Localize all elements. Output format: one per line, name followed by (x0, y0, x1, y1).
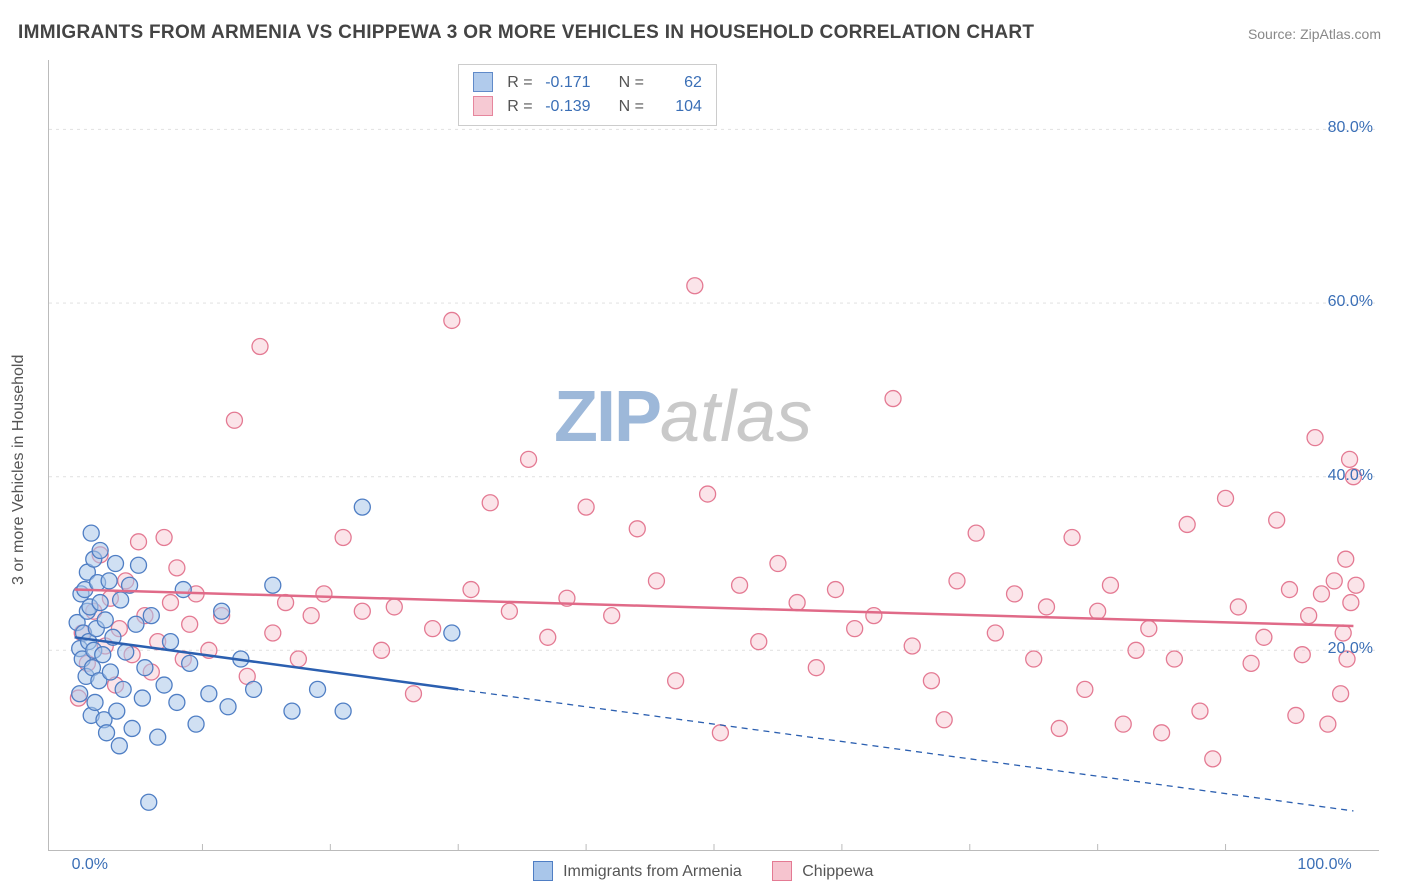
stats-row-chippewa: R =-0.139N =104 (473, 95, 702, 119)
y-tick-label: 60.0% (1318, 293, 1373, 311)
correlation-stats-box: R =-0.171N =62R =-0.139N =104 (458, 64, 717, 126)
stats-swatch-armenia (473, 72, 493, 92)
legend-swatch-armenia (533, 861, 553, 881)
plot-svg (49, 60, 1379, 850)
x-tick-label: 100.0% (1297, 856, 1351, 874)
legend-label-armenia: Immigrants from Armenia (563, 863, 742, 880)
legend-item-armenia: Immigrants from Armenia (533, 862, 742, 882)
y-tick-label: 40.0% (1318, 467, 1373, 485)
x-tick-label: 0.0% (72, 856, 108, 874)
y-axis-label: 3 or more Vehicles in Household (10, 355, 28, 585)
legend-swatch-chippewa (772, 861, 792, 881)
y-tick-label: 20.0% (1318, 640, 1373, 658)
source-attribution: Source: ZipAtlas.com (1248, 26, 1381, 42)
y-tick-label: 80.0% (1318, 119, 1373, 137)
bottom-legend: Immigrants from Armenia Chippewa (0, 862, 1406, 882)
chart-title: IMMIGRANTS FROM ARMENIA VS CHIPPEWA 3 OR… (18, 22, 1034, 44)
scatter-plot: ZIPatlas R =-0.171N =62R =-0.139N =104 (48, 60, 1379, 851)
legend-item-chippewa: Chippewa (772, 862, 874, 882)
stats-row-armenia: R =-0.171N =62 (473, 71, 702, 95)
legend-label-chippewa: Chippewa (802, 863, 873, 880)
stats-swatch-chippewa (473, 96, 493, 116)
